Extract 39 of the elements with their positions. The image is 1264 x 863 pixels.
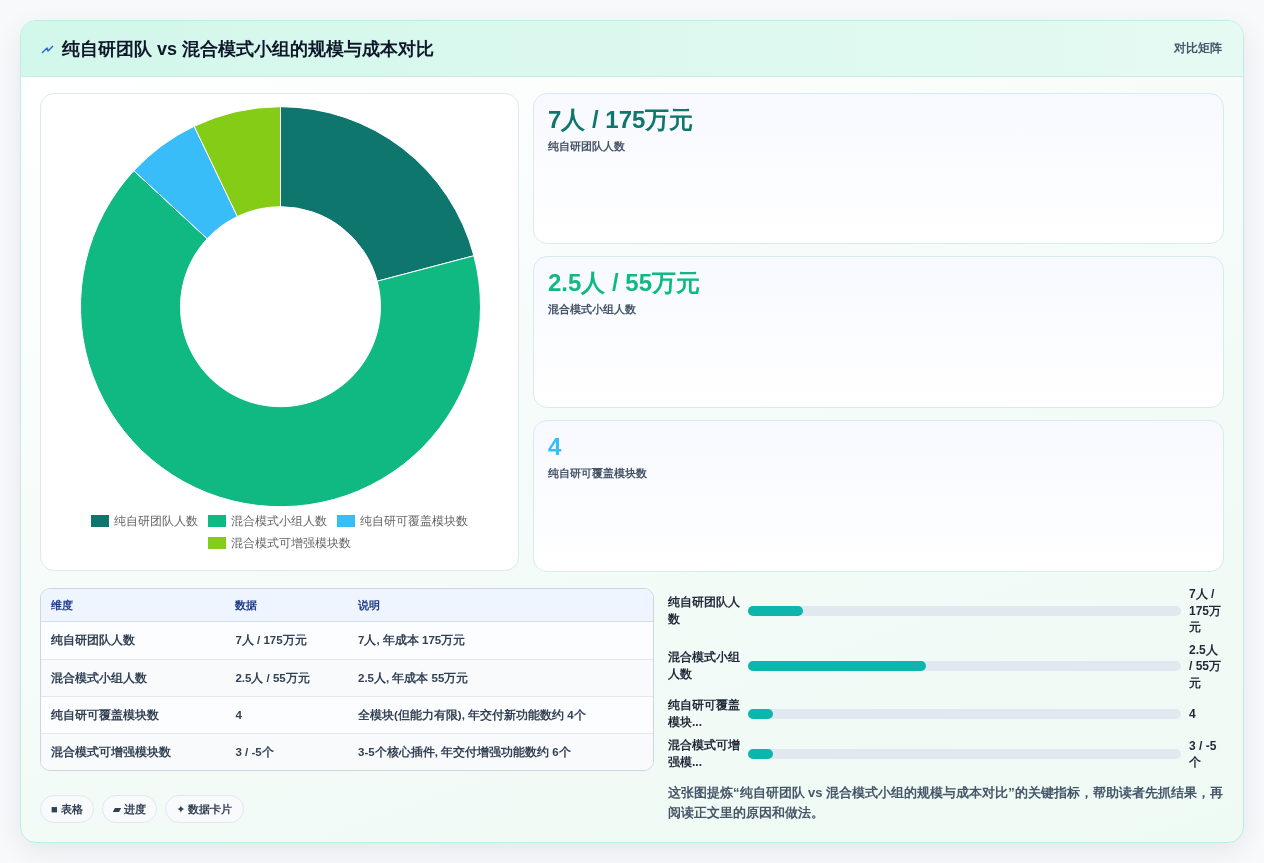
text: 2.5人 / 55万元 <box>548 269 701 296</box>
text: 对比矩阵 <box>1174 40 1222 56</box>
y-tick-label: 混合模式小组人数 <box>668 649 741 684</box>
text: 3 / -5个 <box>235 745 274 758</box>
category-label: 维度 <box>50 597 74 613</box>
category-label: 纯自研团队人数 <box>548 139 625 153</box>
text: 4 <box>548 433 562 460</box>
category-label: 纯自研可覆盖模块数 <box>548 466 647 480</box>
text: 全模块(但能力有限), 年交付新功能数约 4个 <box>358 708 586 721</box>
category-label: 数据 <box>234 597 259 613</box>
text: 4 <box>1189 705 1197 723</box>
text: 3 / -5个 <box>1189 737 1218 771</box>
legend-label: 纯自研可覆盖模块数 <box>360 514 468 528</box>
legend-label: 混合模式小组人数 <box>231 514 327 528</box>
text: 3-5个核心插件, 年交付增强功能数约 6个 <box>358 745 571 758</box>
y-tick-label: 纯自研可覆盖模块... <box>668 697 741 731</box>
text: 7人 / 175万元 <box>1189 586 1223 636</box>
text: 2.5人 / 55万元 <box>1189 641 1222 691</box>
y-tick-label: 混合模式可增强模... <box>668 737 741 771</box>
legend-label: 混合模式可增强模块数 <box>231 536 351 550</box>
text: 混合模式可增强模块数 <box>51 745 171 758</box>
text: 4 <box>235 709 242 721</box>
category-label: 说明 <box>357 597 381 613</box>
text: 纯自研团队人数 <box>51 634 135 646</box>
category-label: 混合模式小组人数 <box>548 302 636 316</box>
text: 2.5人, 年成本 55万元 <box>358 671 469 684</box>
text: ▰ 进度 <box>101 795 158 823</box>
chart-title: 纯自研团队 vs 混合模式小组的规模与成本对比 <box>62 38 435 61</box>
text: 纯自研可覆盖模块数 <box>51 708 159 721</box>
text: 2.5人 / 55万元 <box>235 671 310 684</box>
text: 混合模式小组人数 <box>51 671 147 684</box>
legend-label: 纯自研团队人数 <box>114 514 198 528</box>
text: 7人 / 175万元 <box>235 634 307 646</box>
text: 7人 / 175万元 <box>548 106 694 133</box>
text: ■ 表格 <box>40 795 94 823</box>
y-tick-label: 纯自研团队人数 <box>668 593 741 628</box>
text: ✦ 数据卡片 <box>165 795 244 823</box>
text: 7人, 年成本 175万元 <box>358 634 466 646</box>
text: 这张图提炼“纯自研团队 vs 混合模式小组的规模与成本对比”的关键指标，帮助读者先抓结果，再阅读正文里的原因和做法。 <box>668 784 1224 822</box>
